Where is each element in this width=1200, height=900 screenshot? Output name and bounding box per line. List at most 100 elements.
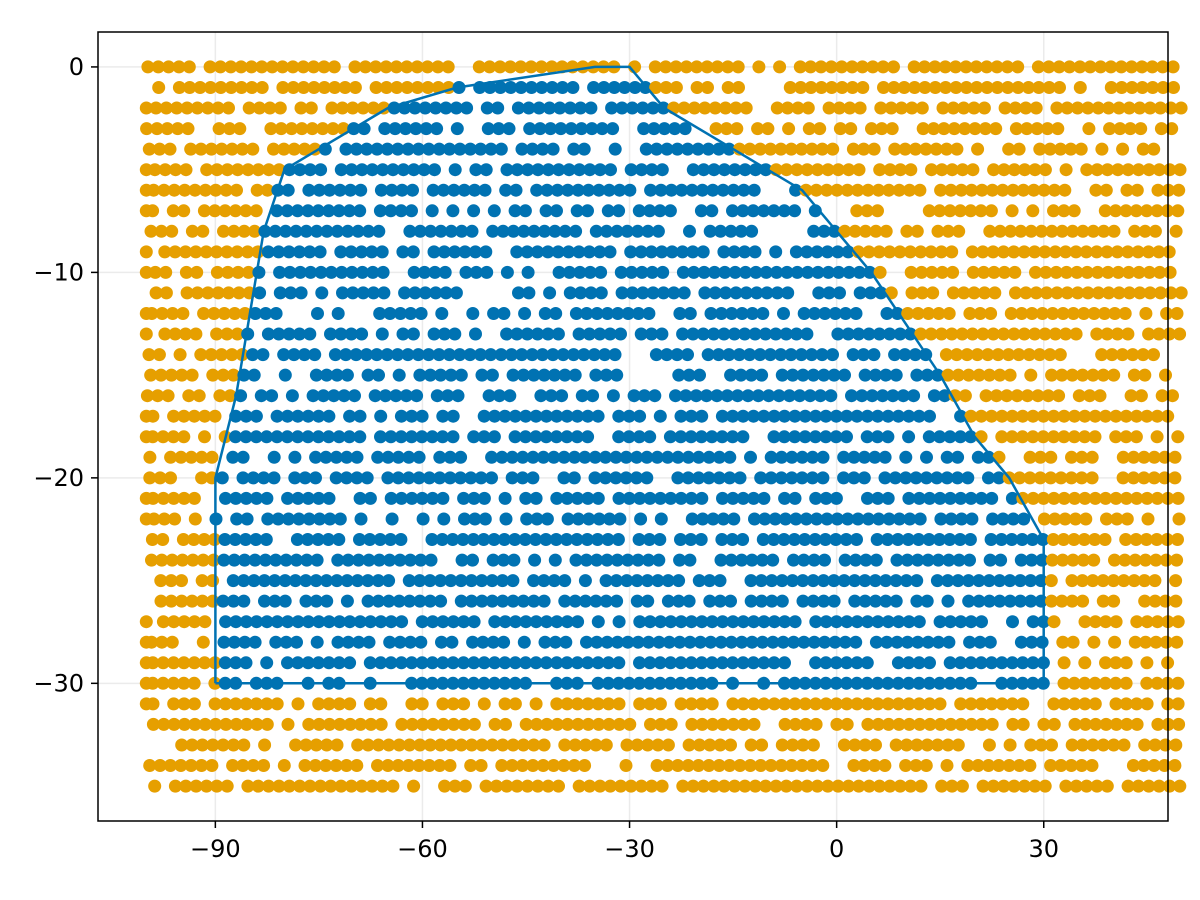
point-inside [687, 265, 701, 279]
point-inside [454, 368, 468, 382]
point-inside [314, 265, 328, 279]
point-inside [943, 656, 957, 670]
point-inside [272, 327, 286, 341]
point-inside [467, 615, 481, 629]
point-outside [516, 738, 530, 752]
point-outside [1024, 224, 1038, 238]
point-inside [784, 348, 798, 362]
point-outside [220, 327, 234, 341]
point-outside [933, 204, 947, 218]
point-outside [1033, 348, 1047, 362]
point-outside [1150, 430, 1164, 444]
point-outside [591, 697, 605, 711]
point-inside [902, 656, 916, 670]
point-outside [303, 779, 317, 793]
point-inside [702, 471, 716, 485]
point-inside [964, 615, 978, 629]
point-inside [774, 348, 788, 362]
point-outside [1121, 327, 1135, 341]
point-inside [748, 245, 762, 259]
point-inside [550, 656, 564, 670]
point-outside [996, 183, 1010, 197]
point-outside [139, 245, 153, 259]
point-inside [533, 122, 547, 136]
point-outside [757, 697, 771, 711]
point-outside [913, 717, 927, 731]
point-inside [767, 204, 781, 218]
point-outside [1140, 656, 1154, 670]
point-inside [899, 471, 913, 485]
point-inside [661, 450, 675, 464]
point-outside [529, 697, 543, 711]
point-inside [612, 615, 626, 629]
point-inside [331, 307, 345, 320]
point-inside [795, 450, 809, 464]
point-outside [239, 204, 253, 218]
point-outside [151, 389, 165, 403]
point-inside [652, 635, 666, 649]
point-inside [787, 635, 801, 649]
point-inside [391, 348, 405, 362]
point-inside [678, 122, 692, 136]
point-outside [198, 409, 212, 423]
point-outside [882, 183, 896, 197]
point-outside [1031, 60, 1045, 74]
point-outside [861, 697, 874, 711]
point-inside [821, 265, 835, 279]
point-inside [735, 635, 749, 649]
point-outside [351, 738, 365, 752]
point-inside [546, 348, 560, 362]
point-inside [621, 553, 635, 567]
point-outside [219, 717, 233, 731]
point-inside [672, 594, 686, 608]
point-inside [715, 409, 729, 423]
point-inside [654, 512, 668, 526]
point-inside [788, 615, 802, 629]
point-inside [569, 307, 583, 320]
point-inside [869, 368, 882, 382]
point-outside [837, 738, 851, 752]
point-outside [964, 697, 978, 711]
point-outside [380, 81, 393, 94]
point-outside [1112, 286, 1126, 300]
point-outside [884, 101, 898, 115]
point-inside [291, 491, 305, 505]
point-inside [871, 430, 884, 444]
point-inside [760, 286, 774, 300]
point-inside [288, 574, 302, 588]
point-inside [236, 450, 250, 464]
point-outside [1085, 471, 1099, 485]
point-inside [739, 265, 752, 279]
point-outside [990, 81, 1004, 94]
point-inside [227, 594, 240, 608]
point-outside [1069, 779, 1083, 793]
point-inside [943, 430, 957, 444]
point-inside [410, 389, 424, 403]
point-inside [330, 574, 344, 588]
point-outside [317, 81, 331, 94]
point-inside [349, 142, 363, 156]
point-inside [497, 307, 511, 320]
point-inside [510, 163, 524, 177]
point-inside [406, 183, 419, 197]
point-inside [599, 594, 613, 608]
point-outside [1055, 594, 1069, 608]
point-inside [878, 471, 892, 485]
point-outside [1098, 307, 1111, 320]
point-inside [860, 430, 874, 444]
point-outside [443, 759, 457, 772]
point-outside [167, 409, 181, 423]
point-outside [376, 779, 389, 793]
point-inside [747, 491, 761, 505]
point-inside [281, 491, 295, 505]
point-inside [486, 224, 500, 238]
point-inside [331, 553, 345, 567]
point-outside [1045, 594, 1058, 608]
point-inside [621, 307, 635, 320]
point-outside [788, 717, 802, 731]
point-inside [675, 183, 689, 197]
point-inside [767, 430, 781, 444]
x-tick-label: 0 [829, 835, 844, 863]
point-inside [229, 615, 243, 629]
point-inside [595, 122, 609, 136]
